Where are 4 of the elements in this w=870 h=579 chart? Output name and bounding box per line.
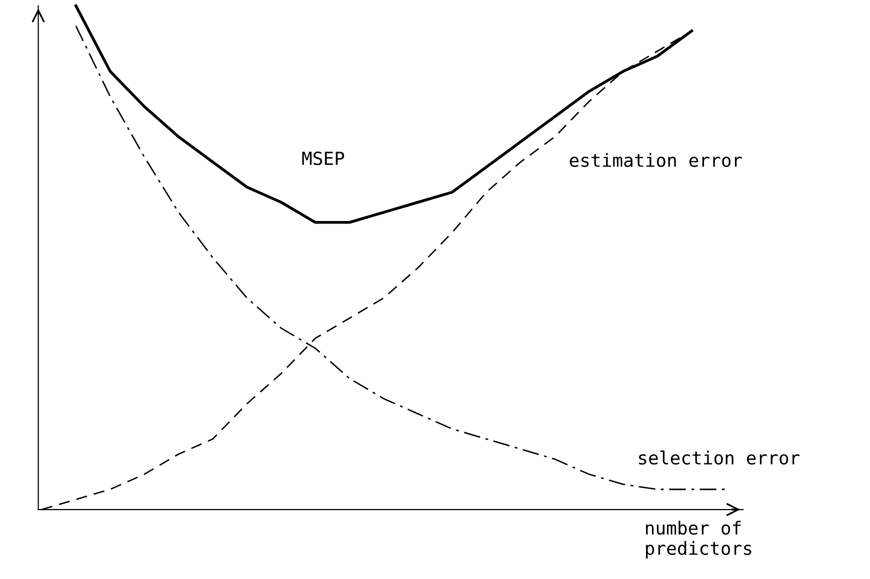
x-axis-title: number of predictors xyxy=(646,520,752,559)
series-label: estimation error xyxy=(570,153,742,168)
text: MSEP xyxy=(302,152,344,166)
series-label: selection error xyxy=(639,450,800,465)
